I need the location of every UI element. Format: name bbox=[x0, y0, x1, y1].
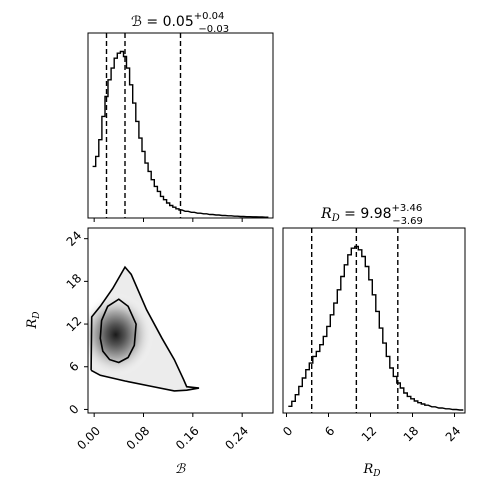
joint-y-ticks: 0 6 12 18 24 bbox=[64, 228, 88, 417]
marginal-rd-title-r: R bbox=[320, 206, 332, 222]
marginal-rd-title: RD = 9.98+3.46 −3.69 bbox=[320, 203, 423, 227]
marginal-rd-frame bbox=[282, 227, 466, 414]
marginal-rd-title-rsub: D bbox=[331, 213, 340, 224]
tick-label-x-0: 0.00 bbox=[74, 424, 103, 453]
joint-y-label-sub: D bbox=[32, 311, 42, 319]
hist-line-b bbox=[92, 50, 269, 218]
joint-y-label: RD bbox=[25, 311, 42, 329]
density-peak bbox=[88, 292, 154, 377]
marginal-rd-x-label: RD bbox=[362, 462, 380, 479]
marginal-b-title-sub: −0.03 bbox=[198, 24, 229, 35]
tick-label-y-3: 18 bbox=[64, 271, 85, 292]
marginal-b-quantiles bbox=[105, 33, 182, 218]
tick-label-rd-4: 24 bbox=[443, 424, 464, 445]
tick-label-x-1: 0.08 bbox=[124, 424, 153, 453]
marginal-rd-title-main: = 9.98 bbox=[340, 206, 392, 222]
joint-x-ticks: 0.00 0.08 0.16 0.24 bbox=[74, 413, 251, 452]
joint-x-label: ℬ bbox=[175, 462, 186, 477]
tick-label-y-0: 0 bbox=[66, 402, 81, 417]
inner-contour bbox=[99, 298, 137, 364]
marginal-rd-ticks: 0 6 12 18 24 bbox=[280, 413, 463, 444]
tick-label-x-3: 0.24 bbox=[222, 424, 251, 453]
marginal-rd-histogram bbox=[288, 245, 464, 411]
joint-panel: 0.00 0.08 0.16 0.24 0 6 12 18 24 ℬ RD bbox=[25, 227, 274, 477]
tick-label-rd-3: 18 bbox=[401, 424, 422, 445]
hist-line-rd bbox=[288, 245, 464, 411]
marginal-b-ticks bbox=[93, 218, 243, 222]
marginal-rd-title-sub: −3.69 bbox=[392, 216, 423, 227]
tick-label-y-4: 24 bbox=[64, 228, 85, 249]
marginal-rd-title-sup: +3.46 bbox=[392, 203, 423, 214]
tick-label-rd-2: 12 bbox=[359, 424, 380, 445]
tick-label-rd-1: 6 bbox=[322, 424, 337, 439]
marginal-b-histogram bbox=[92, 50, 269, 218]
marginal-rd-x-label-sub: D bbox=[372, 469, 380, 479]
outer-contour bbox=[90, 265, 200, 392]
marginal-b-title-sup: +0.04 bbox=[194, 11, 225, 22]
tick-label-y-1: 6 bbox=[66, 359, 81, 374]
marginal-panel-rd: 0 6 12 18 24 RD RD = 9.98+3.46 −3.69 bbox=[280, 203, 466, 479]
marginal-b-title: ℬ = 0.05+0.04 −0.03 bbox=[131, 11, 229, 35]
tick-label-rd-0: 0 bbox=[280, 424, 295, 439]
marginal-panel-b: ℬ = 0.05+0.04 −0.03 bbox=[87, 11, 274, 222]
joint-frame bbox=[87, 227, 274, 414]
tick-label-x-2: 0.16 bbox=[173, 424, 202, 453]
tick-label-y-2: 12 bbox=[64, 314, 85, 335]
marginal-rd-quantiles bbox=[311, 228, 399, 413]
marginal-b-title-main: ℬ = 0.05 bbox=[131, 14, 194, 30]
